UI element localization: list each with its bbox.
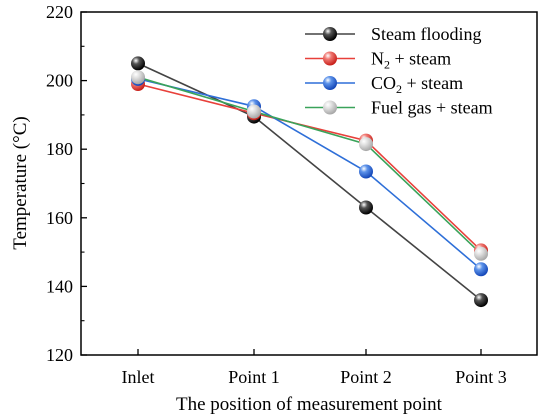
y-tick-label: 140 bbox=[46, 276, 73, 296]
series-line bbox=[137, 78, 482, 270]
x-axis-title: The position of measurement point bbox=[176, 394, 443, 415]
legend-marker bbox=[323, 27, 337, 41]
legend-marker bbox=[323, 100, 337, 115]
plot-frame bbox=[80, 11, 538, 356]
y-tick-label: 220 bbox=[46, 2, 73, 22]
x-axis: Inlet Point 1 Point 2 Point 3 bbox=[122, 349, 507, 387]
x-tick-label: Point 1 bbox=[228, 367, 280, 387]
data-point bbox=[359, 200, 373, 215]
series-line bbox=[137, 83, 482, 251]
legend-label: N2 + steam bbox=[371, 49, 451, 72]
y-axis-title: Temperature (°C) bbox=[10, 116, 31, 249]
legend-marker bbox=[323, 51, 337, 66]
series-line bbox=[137, 62, 482, 301]
x-tick-label: Point 2 bbox=[340, 367, 392, 387]
data-point bbox=[131, 56, 145, 71]
series-layer bbox=[131, 56, 488, 308]
data-point bbox=[359, 164, 373, 179]
data-point bbox=[474, 246, 488, 261]
legend-label: Fuel gas + steam bbox=[371, 98, 493, 118]
series-line bbox=[137, 76, 482, 255]
legend-marker bbox=[323, 76, 337, 90]
data-point bbox=[131, 70, 145, 85]
legend-label: Steam flooding bbox=[371, 24, 482, 44]
y-axis: 120 140 160 180 200 220 bbox=[46, 2, 87, 365]
y-tick-label: 200 bbox=[46, 71, 73, 91]
data-point bbox=[247, 104, 261, 119]
y-tick-label: 160 bbox=[46, 208, 73, 228]
data-point bbox=[474, 262, 488, 277]
data-point bbox=[474, 293, 488, 308]
y-tick-label: 180 bbox=[46, 139, 73, 159]
x-tick-label: Inlet bbox=[122, 367, 155, 387]
legend-label: CO2 + steam bbox=[371, 73, 463, 96]
x-tick-label: Point 3 bbox=[455, 367, 507, 387]
y-tick-label: 120 bbox=[46, 345, 73, 365]
data-point bbox=[359, 137, 373, 152]
